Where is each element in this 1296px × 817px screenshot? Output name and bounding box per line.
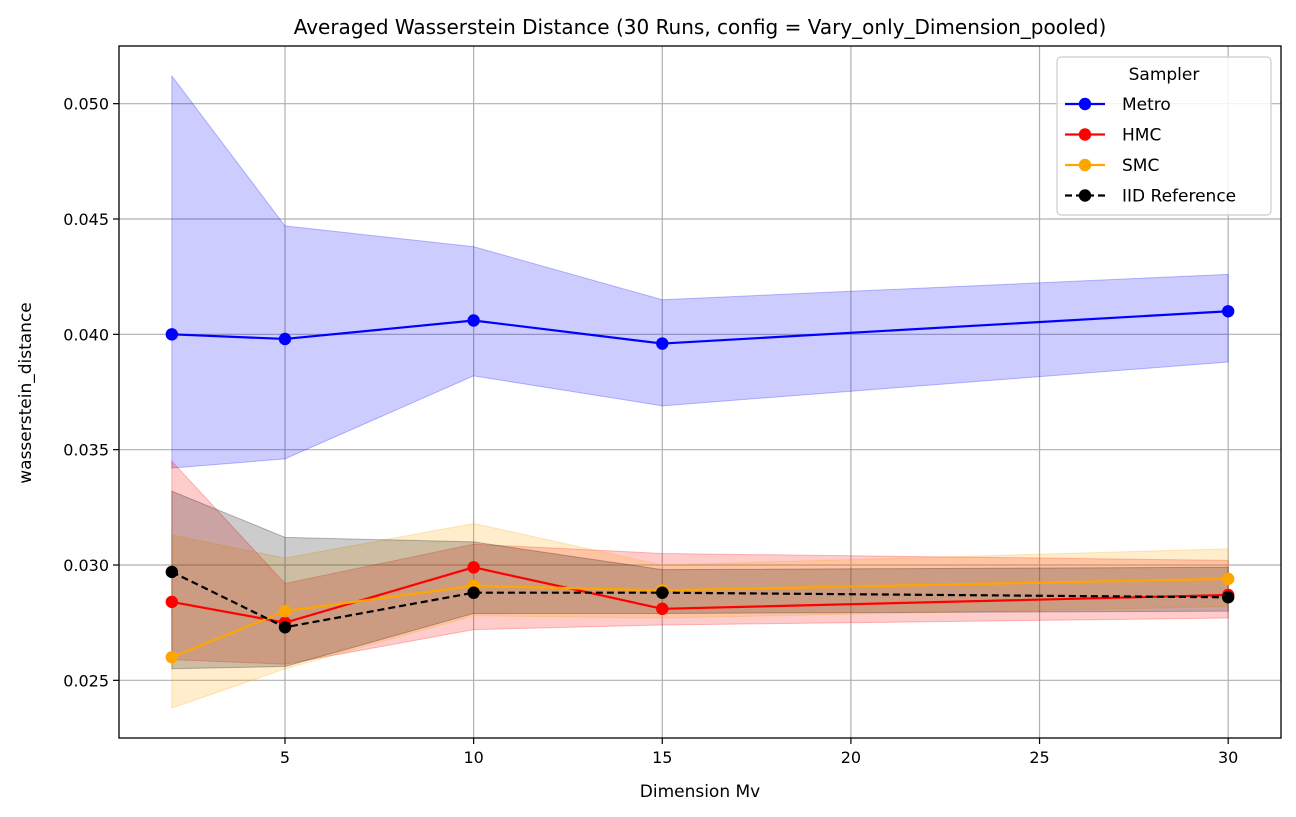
plot-frame: [118, 45, 1282, 739]
x-axis-label: Dimension Mv: [640, 782, 761, 802]
data-point-iid-reference: [278, 621, 292, 634]
series-line-iid-reference: [171, 570, 1229, 629]
data-point-metro: [165, 328, 179, 341]
data-point-hmc: [165, 595, 179, 609]
data-point-hmc: [656, 602, 669, 616]
legend-box: [1056, 56, 1272, 216]
legend-marker-metro: [1078, 97, 1092, 111]
legend-marker-smc: [1078, 158, 1092, 172]
data-point-smc: [1221, 572, 1235, 586]
chart-title: Averaged Wasserstein Distance (30 Runs, …: [294, 15, 1107, 39]
series-lines: [165, 305, 1235, 664]
grid: [119, 46, 1281, 738]
legend: Sampler Metro HMC SMC IID Reference: [1056, 56, 1272, 216]
data-point-smc: [278, 604, 292, 618]
x-tick-label: 5: [280, 748, 290, 767]
y-tick-label: 0.025: [63, 671, 109, 690]
band-iid-reference: [171, 490, 1229, 670]
data-point-smc: [165, 651, 179, 664]
y-tick-label: 0.035: [63, 441, 109, 460]
legend-marker-iid-reference: [1078, 189, 1092, 202]
axis-ticks: 5 10 15 20 25 30 0.025 0.030 0.035 0.040 0.045 0.05…: [63, 95, 1238, 767]
data-point-iid-reference: [467, 586, 480, 599]
x-tick-label: 20: [841, 748, 861, 767]
y-tick-label: 0.030: [63, 556, 109, 575]
data-point-metro: [467, 314, 480, 327]
x-tick-label: 10: [463, 748, 483, 767]
legend-label-metro: Metro: [1122, 95, 1171, 115]
x-tick-label: 25: [1029, 748, 1049, 767]
data-point-metro: [278, 332, 292, 346]
x-tick-label: 30: [1218, 748, 1238, 767]
y-axis-label: wasserstein_distance: [16, 302, 36, 484]
data-point-iid-reference: [656, 586, 669, 599]
data-point-iid-reference: [165, 565, 179, 579]
data-point-hmc: [467, 561, 480, 574]
y-tick-label: 0.050: [63, 95, 109, 114]
data-point-metro: [1221, 305, 1235, 318]
legend-label-iid-reference: IID Reference: [1122, 187, 1236, 207]
legend-label-hmc: HMC: [1122, 126, 1161, 146]
data-point-iid-reference: [1221, 591, 1235, 604]
y-tick-label: 0.040: [63, 325, 109, 344]
legend-label-smc: SMC: [1122, 156, 1159, 176]
legend-marker-hmc: [1078, 128, 1092, 141]
confidence-bands: [171, 74, 1229, 709]
data-point-metro: [656, 337, 669, 350]
band-metro: [171, 74, 1229, 469]
band-hmc: [171, 459, 1229, 665]
band-smc: [171, 522, 1229, 709]
legend-title: Sampler: [1129, 65, 1200, 85]
y-tick-label: 0.045: [63, 210, 109, 229]
x-tick-label: 15: [652, 748, 672, 767]
